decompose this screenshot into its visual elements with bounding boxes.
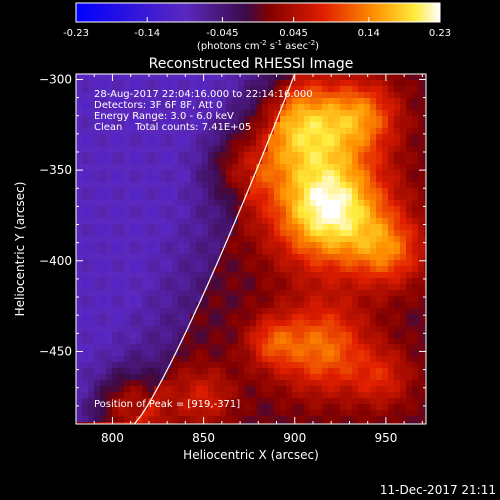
annotation-counts: Clean Total counts: 7.41E+05 <box>94 122 251 133</box>
colorbar-gradient <box>75 2 441 23</box>
y-tick-label: −450 <box>39 344 72 358</box>
solar-limb-arc <box>133 74 296 424</box>
colorbar-unit-label: (photons cm-2 s-1 asec-2) <box>197 39 319 52</box>
colorbar-tick-label: -0.045 <box>206 28 238 39</box>
colorbar-tick-label: -0.23 <box>63 28 89 39</box>
colorbar: -0.23 -0.14 -0.045 0.045 0.14 0.23 (photons c… <box>63 2 451 52</box>
annotation-time: 28-Aug-2017 22:04:16.000 to 22:14:16.000 <box>94 89 313 100</box>
x-axis-label: Heliocentric X (arcsec) <box>183 448 319 462</box>
footer-date: 11-Dec-2017 21:11 <box>380 483 496 497</box>
colorbar-tick-label: 0.045 <box>279 28 308 39</box>
colorbar-ticks: -0.23 -0.14 -0.045 0.045 0.14 0.23 <box>63 17 451 39</box>
plot-frame <box>75 73 427 425</box>
peak-position-label: Position of Peak = [919,-371] <box>94 399 240 410</box>
colorbar-tick-label: 0.23 <box>429 28 451 39</box>
y-tick-label: −350 <box>39 163 72 177</box>
annotation-energy: Energy Range: 3.0 - 6.0 keV <box>94 111 234 122</box>
y-tick-label: −300 <box>39 72 72 86</box>
x-tick-label: 800 <box>101 431 124 445</box>
x-tick-label: 900 <box>283 431 306 445</box>
x-tick-label: 850 <box>192 431 215 445</box>
annotation-block: 28-Aug-2017 22:04:16.000 to 22:14:16.000… <box>94 89 313 133</box>
annotation-detectors: Detectors: 3F 6F 8F, Att 0 <box>94 100 222 111</box>
heatmap-image <box>76 74 426 424</box>
axis-ticks: 800 850 900 950 −300 −350 −400 −450 <box>39 72 426 445</box>
y-axis-label: Heliocentric Y (arcsec) <box>13 182 27 317</box>
x-tick-label: 950 <box>374 431 397 445</box>
colorbar-tick-label: 0.14 <box>358 28 380 39</box>
colorbar-tick-label: -0.14 <box>134 28 160 39</box>
chart-title: Reconstructed RHESSI Image <box>149 56 354 72</box>
y-tick-label: −400 <box>39 254 72 268</box>
